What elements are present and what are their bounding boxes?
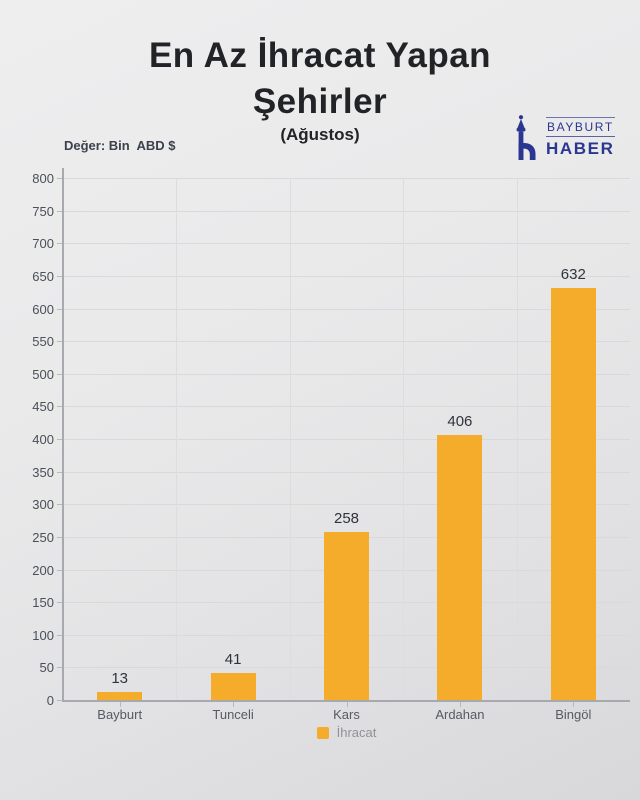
x-axis-tick xyxy=(119,701,121,707)
x-axis-tick xyxy=(573,701,575,707)
logo-text-bottom: HABER xyxy=(546,139,615,158)
y-axis-tick-label: 200 xyxy=(32,562,54,578)
bayburt-haber-logo: BAYBURT HABER xyxy=(512,112,624,166)
y-axis-tick xyxy=(57,504,63,506)
x-axis-tick xyxy=(459,701,461,707)
y-axis-tick-label: 500 xyxy=(32,366,54,382)
y-axis-tick xyxy=(57,341,63,343)
grid-line-horizontal xyxy=(64,373,630,375)
y-axis-tick-label: 350 xyxy=(32,464,54,480)
bar-kars xyxy=(324,531,369,700)
y-axis-tick-label: 0 xyxy=(46,693,54,708)
y-axis-tick xyxy=(57,667,63,669)
y-axis-tick xyxy=(57,569,63,571)
bar-value-label: 41 xyxy=(224,651,242,669)
y-axis-tick-label: 600 xyxy=(32,301,54,317)
x-axis-line xyxy=(62,700,630,702)
y-axis-tick-label: 700 xyxy=(32,236,54,252)
y-axis-tick xyxy=(57,210,63,212)
bar-bayburt xyxy=(97,691,143,700)
grid-line-vertical xyxy=(403,178,405,700)
y-axis-tick-label: 50 xyxy=(39,660,54,676)
grid-line-horizontal xyxy=(64,178,630,179)
y-axis-tick xyxy=(57,439,63,440)
bar-bingöl xyxy=(550,287,596,700)
y-axis-tick xyxy=(57,308,63,310)
y-axis-tick-label: 650 xyxy=(32,268,54,284)
y-axis-tick-label: 750 xyxy=(32,203,54,219)
grid-line-horizontal xyxy=(64,341,630,343)
grid-line-horizontal xyxy=(64,210,630,212)
bar-tunceli xyxy=(210,673,256,700)
grid-line-vertical xyxy=(176,178,178,700)
grid-line-horizontal xyxy=(64,243,630,245)
y-axis-tick-label: 550 xyxy=(32,334,54,350)
legend-label-ihracat: İhracat xyxy=(336,725,377,740)
y-axis-tick xyxy=(57,243,63,245)
category-label: Bayburt xyxy=(97,707,143,722)
y-axis-tick-label: 400 xyxy=(32,432,54,447)
minaret-icon xyxy=(516,115,536,160)
page-title-line-2: Şehirler xyxy=(252,82,388,121)
grid-line-horizontal xyxy=(64,406,630,408)
y-axis-tick xyxy=(57,602,63,604)
category-label: Tunceli xyxy=(212,707,254,722)
grid-line-horizontal xyxy=(64,275,630,277)
category-label: Bingöl xyxy=(555,707,592,722)
y-axis-tick-label: 800 xyxy=(32,171,54,186)
x-axis-tick xyxy=(233,701,235,707)
logo-text: BAYBURT HABER xyxy=(546,117,615,159)
y-axis-tick xyxy=(57,634,63,636)
page-title-line-1: En Az İhracat Yapan xyxy=(148,36,492,75)
grid-line-vertical xyxy=(516,178,518,700)
logo-text-top: BAYBURT xyxy=(546,117,615,137)
y-axis-tick xyxy=(57,406,63,408)
grid-line-vertical xyxy=(289,178,291,700)
category-label: Ardahan xyxy=(435,707,485,722)
grid-line-horizontal xyxy=(64,471,630,473)
y-axis-tick xyxy=(57,536,63,538)
y-axis-tick-label: 100 xyxy=(32,627,54,643)
bar-value-label: 406 xyxy=(447,413,473,431)
y-axis-line xyxy=(62,168,64,701)
bar-value-label: 258 xyxy=(333,509,360,527)
bar-value-label: 13 xyxy=(111,669,129,687)
y-axis-tick-label: 250 xyxy=(32,529,54,545)
y-axis-tick xyxy=(57,373,63,375)
y-axis-tick xyxy=(57,700,63,701)
bar-ardahan xyxy=(437,435,483,700)
x-axis-tick xyxy=(346,701,348,707)
y-axis-tick-label: 300 xyxy=(32,497,54,513)
page-subtitle: (Ağustos) xyxy=(280,125,360,144)
category-label: Kars xyxy=(333,707,360,722)
y-axis-tick xyxy=(57,275,63,277)
chart-legend: İhracat xyxy=(63,725,630,740)
y-axis-tick-label: 150 xyxy=(32,595,54,611)
bar-value-label: 632 xyxy=(560,265,586,283)
grid-line-horizontal xyxy=(64,308,630,310)
y-axis-tick-label: 450 xyxy=(32,399,54,415)
y-axis-unit-note: Değer: Bin ABD $ xyxy=(64,138,176,153)
y-axis-tick xyxy=(57,178,63,179)
y-axis-tick xyxy=(57,471,63,473)
legend-swatch-ihracat xyxy=(316,726,329,739)
grid-line-horizontal xyxy=(64,504,630,506)
grid-line-horizontal xyxy=(64,439,630,440)
